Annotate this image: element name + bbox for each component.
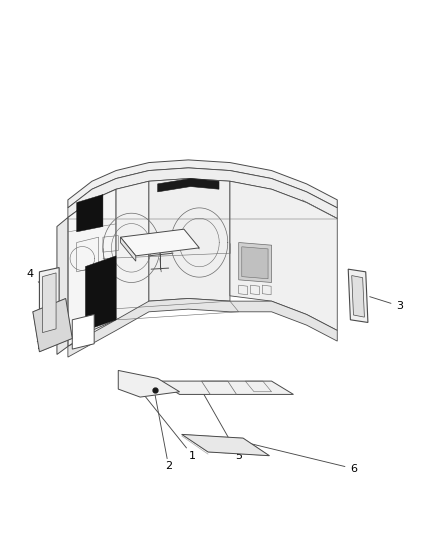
Polygon shape xyxy=(77,195,103,232)
Text: 6: 6 xyxy=(248,443,357,474)
Polygon shape xyxy=(57,217,68,354)
Polygon shape xyxy=(120,229,199,256)
Text: 3: 3 xyxy=(370,297,403,311)
Polygon shape xyxy=(182,434,269,456)
Polygon shape xyxy=(348,269,368,322)
Polygon shape xyxy=(242,247,268,279)
Polygon shape xyxy=(158,381,293,394)
Text: 5: 5 xyxy=(201,390,242,461)
Polygon shape xyxy=(116,181,149,320)
Polygon shape xyxy=(230,181,337,330)
Polygon shape xyxy=(39,268,59,337)
Text: 7: 7 xyxy=(35,325,49,351)
Polygon shape xyxy=(120,237,136,261)
Polygon shape xyxy=(42,273,56,333)
Polygon shape xyxy=(239,243,272,282)
Polygon shape xyxy=(149,179,230,301)
Polygon shape xyxy=(118,370,180,397)
Polygon shape xyxy=(68,189,116,346)
Text: 2: 2 xyxy=(154,390,172,471)
Polygon shape xyxy=(85,256,116,330)
Polygon shape xyxy=(72,314,94,349)
Polygon shape xyxy=(352,276,364,317)
Polygon shape xyxy=(68,298,337,357)
Text: 4: 4 xyxy=(26,269,57,299)
Text: 1: 1 xyxy=(140,390,196,461)
Polygon shape xyxy=(33,298,72,352)
Polygon shape xyxy=(68,160,337,208)
Polygon shape xyxy=(68,168,337,219)
Polygon shape xyxy=(158,179,219,192)
